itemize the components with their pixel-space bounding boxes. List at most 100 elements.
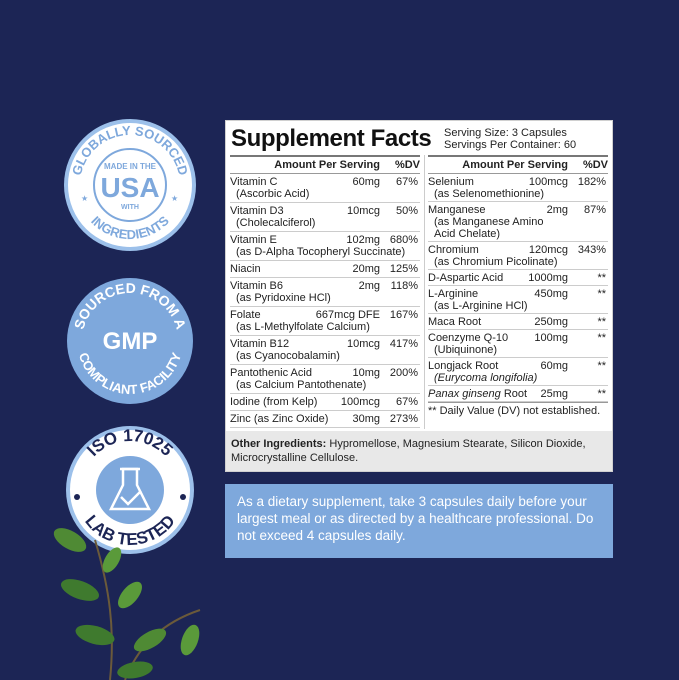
nutrient-amount: 60mg bbox=[540, 360, 568, 372]
nutrient-name: Vitamin D3 bbox=[230, 205, 284, 217]
gmp-badge: SOURCED FROM A COMPLIANT FACILITY GMP bbox=[67, 278, 193, 404]
nutrient-row: Selenium (as Selenomethionine) 100mcg 182% bbox=[428, 174, 608, 202]
nutrient-source: (Ascorbic Acid) bbox=[236, 188, 310, 200]
nutrient-name: Iodine (from Kelp) bbox=[230, 396, 318, 408]
nutrient-dv: 167% bbox=[389, 309, 418, 321]
nutrient-amount: 2mg bbox=[546, 204, 568, 216]
serving-size: Serving Size: 3 Capsules bbox=[444, 127, 567, 139]
nutrient-amount: 1000mg bbox=[528, 272, 568, 284]
nutrient-amount: 667mcg DFE bbox=[315, 309, 380, 321]
column-header: Amount Per Serving %DV bbox=[230, 157, 420, 174]
nutrient-amount: 2mg bbox=[358, 280, 380, 292]
badge-gmp-text: GMP bbox=[103, 328, 158, 355]
nutrient-name: Pantothenic Acid bbox=[230, 367, 312, 379]
nutrient-name: L-Arginine bbox=[428, 288, 479, 300]
nutrient-row: Niacin 20mg 125% bbox=[230, 261, 420, 278]
nutrient-name: Zinc (as Zinc Oxide) bbox=[230, 413, 329, 425]
nutrient-name: Coenzyme Q-10 bbox=[428, 332, 509, 344]
dv-header: %DV bbox=[394, 159, 420, 171]
nutrient-amount: 10mcg bbox=[346, 205, 380, 217]
nutrient-dv: 680% bbox=[389, 234, 418, 246]
star-icon: ★ bbox=[171, 194, 178, 203]
other-ingredients-text: Hypromellose, Magnesium Stearate, Silico… bbox=[231, 438, 586, 464]
nutrient-amount: 60mg bbox=[352, 176, 380, 188]
nutrient-name: Chromium bbox=[428, 244, 479, 256]
nutrient-amount: 250mg bbox=[534, 316, 568, 328]
nutrient-row: Vitamin B6 (as Pyridoxine HCl) 2mg 118% bbox=[230, 278, 420, 307]
nutrient-dv: ** bbox=[597, 316, 606, 328]
star-icon: ★ bbox=[81, 194, 88, 203]
nutrient-source: (Cholecalciferol) bbox=[236, 217, 316, 229]
nutrient-row: Coenzyme Q-10 (Ubiquinone) 100mg ** bbox=[428, 330, 608, 358]
serving-info: Serving Size: 3 Capsules Servings Per Co… bbox=[444, 127, 576, 151]
panel-title: Supplement Facts bbox=[231, 125, 432, 152]
nutrient-amount: 100mcg bbox=[528, 176, 568, 188]
nutrient-dv: 87% bbox=[583, 204, 606, 216]
nutrient-row: Maca Root 250mg ** bbox=[428, 314, 608, 330]
nutrient-source: (Ubiquinone) bbox=[434, 344, 497, 356]
nutrient-amount: 10mcg bbox=[346, 338, 380, 350]
nutrient-name: Vitamin C bbox=[230, 176, 278, 188]
nutrient-dv: ** bbox=[597, 388, 606, 400]
badge-center-text: MADE IN THE bbox=[104, 162, 157, 171]
nutrient-source: (as Manganese Amino Acid Chelate) bbox=[434, 216, 544, 240]
flask-check-icon bbox=[108, 467, 152, 511]
right-column: Amount Per Serving %DV Selenium (as Seleno… bbox=[428, 155, 608, 419]
nutrient-dv: 67% bbox=[395, 396, 418, 408]
nutrient-name: Manganese bbox=[428, 204, 486, 216]
nutrient-row: Zinc (as Zinc Oxide) 30mg 273% bbox=[230, 411, 420, 428]
nutrient-dv: 182% bbox=[577, 176, 606, 188]
nutrient-row: Iodine (from Kelp) 100mcg 67% bbox=[230, 394, 420, 411]
nutrient-dv: 273% bbox=[389, 413, 418, 425]
nutrient-name: Vitamin B6 bbox=[230, 280, 283, 292]
nutrient-amount: 450mg bbox=[534, 288, 568, 300]
nutrient-source: (as D-Alpha Tocopheryl Succinate) bbox=[236, 246, 406, 258]
directions-box: As a dietary supplement, take 3 capsules… bbox=[225, 484, 613, 558]
nutrient-amount: 10mg bbox=[352, 367, 380, 379]
nutrient-row: Panax ginseng Root 25mg ** bbox=[428, 386, 608, 402]
nutrient-row: Pantothenic Acid (as Calcium Pantothenate… bbox=[230, 365, 420, 394]
nutrient-dv: 118% bbox=[390, 280, 418, 292]
footnote: ** Daily Value (DV) not established. bbox=[428, 402, 608, 419]
badge-usa-text: USA bbox=[100, 172, 159, 203]
nutrient-dv: ** bbox=[597, 360, 606, 372]
nutrient-amount: 100mg bbox=[534, 332, 568, 344]
nutrient-dv: 125% bbox=[389, 263, 418, 275]
nutrient-dv: 417% bbox=[389, 338, 418, 350]
nutrient-amount: 25mg bbox=[540, 388, 568, 400]
nutrient-name: Vitamin E bbox=[230, 234, 277, 246]
nutrient-name: Vitamin B12 bbox=[230, 338, 290, 350]
nutrient-row: D-Aspartic Acid 1000mg ** bbox=[428, 270, 608, 286]
nutrient-row: Vitamin E (as D-Alpha Tocopheryl Succinat… bbox=[230, 232, 420, 261]
nutrient-name: Folate bbox=[230, 309, 261, 321]
nutrient-source: (as Calcium Pantothenate) bbox=[236, 379, 367, 391]
supplement-facts-panel: Supplement Facts Serving Size: 3 Capsule… bbox=[225, 120, 613, 472]
servings-per-container: Servings Per Container: 60 bbox=[444, 139, 577, 151]
nutrient-source: (as L-Arginine HCl) bbox=[434, 300, 528, 312]
column-header: Amount Per Serving %DV bbox=[428, 157, 608, 174]
nutrient-dv: 200% bbox=[389, 367, 418, 379]
nutrient-source: (as Chromium Picolinate) bbox=[434, 256, 558, 268]
made-in-usa-badge: GLOBALLY SOURCED INGREDIENTS MADE IN THE… bbox=[64, 119, 196, 251]
nutrient-dv: ** bbox=[597, 272, 606, 284]
nutrient-name: Longjack Root bbox=[428, 360, 499, 372]
nutrient-source: (as Selenomethionine) bbox=[434, 188, 545, 200]
left-column: Amount Per Serving %DV Vitamin C (Ascorbic… bbox=[230, 155, 420, 428]
dv-header: %DV bbox=[582, 159, 608, 171]
nutrient-dv: 67% bbox=[395, 176, 418, 188]
nutrient-source: (Eurycoma longifolia) bbox=[434, 372, 538, 384]
nutrient-row: Vitamin D3 (Cholecalciferol) 10mcg 50% bbox=[230, 203, 420, 232]
other-ingredients-label: Other Ingredients: bbox=[231, 438, 327, 450]
nutrient-row: Folate (as L-Methylfolate Calcium) 667mcg … bbox=[230, 307, 420, 336]
nutrient-source: (as Pyridoxine HCl) bbox=[236, 292, 331, 304]
nutrient-name: Maca Root bbox=[428, 316, 482, 328]
nutrient-name: D-Aspartic Acid bbox=[428, 272, 504, 284]
nutrient-row: Longjack Root (Eurycoma longifolia) 60mg ** bbox=[428, 358, 608, 386]
nutrient-row: Vitamin C (Ascorbic Acid) 60mg 67% bbox=[230, 174, 420, 203]
nutrient-amount: 30mg bbox=[352, 413, 380, 425]
nutrient-dv: 50% bbox=[395, 205, 418, 217]
nutrient-name: Selenium bbox=[428, 176, 474, 188]
nutrient-name: Niacin bbox=[230, 263, 261, 275]
nutrient-row: Manganese (as Manganese Amino Acid Chelat… bbox=[428, 202, 608, 242]
amount-header: Amount Per Serving bbox=[274, 159, 380, 171]
